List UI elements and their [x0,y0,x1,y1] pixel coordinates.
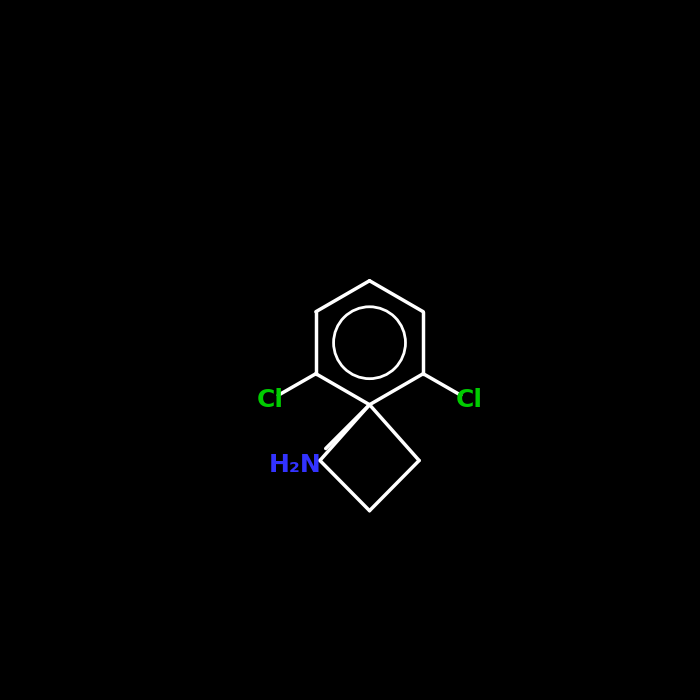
Text: Cl: Cl [455,388,482,412]
Text: H₂N: H₂N [269,453,321,477]
Text: Cl: Cl [257,388,284,412]
